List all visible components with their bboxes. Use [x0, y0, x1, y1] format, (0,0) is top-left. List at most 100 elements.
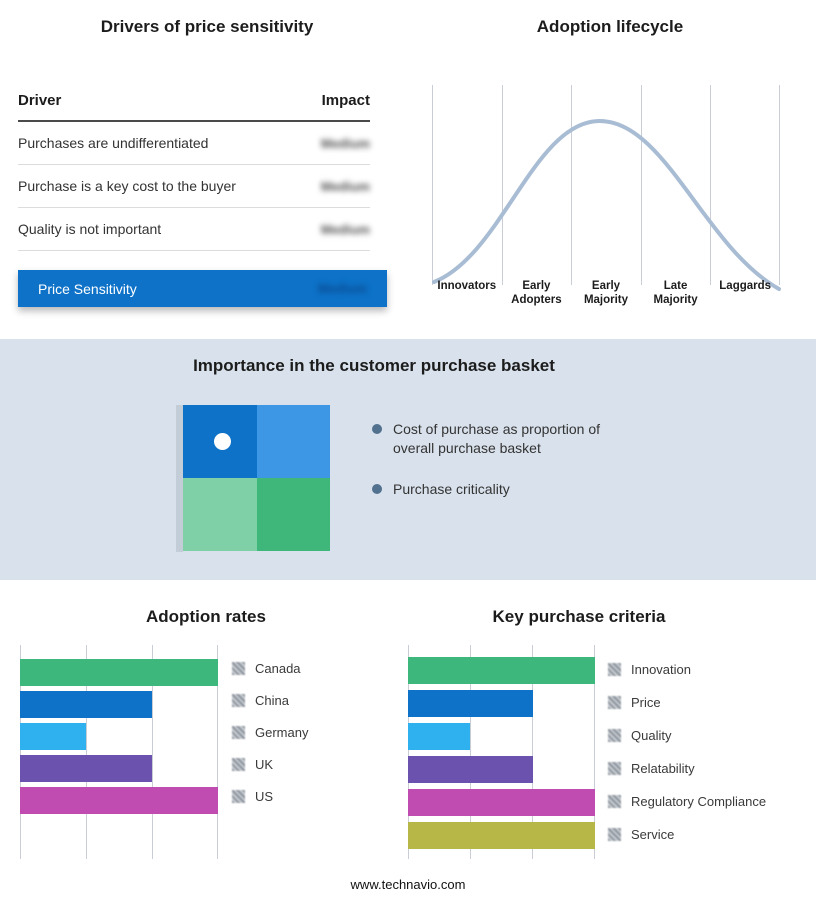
- stage-label-early-adopters: Early Adopters: [511, 280, 562, 306]
- website-url: www.technavio.com: [350, 877, 466, 892]
- gridline: [86, 645, 87, 859]
- bar-price: [408, 690, 533, 717]
- bullet-text: Cost of purchase as proportion of overal…: [393, 421, 601, 456]
- key-purchase-criteria-chart: [408, 645, 595, 859]
- legend-swatch: [608, 828, 621, 841]
- legend-label: US: [255, 789, 274, 804]
- legend-item: Germany: [232, 725, 309, 740]
- legend-swatch: [232, 694, 245, 707]
- lifecycle-stage-labels: Innovators Early Adopters Early Majority…: [432, 280, 780, 308]
- gridline: [594, 645, 595, 859]
- legend-item: Innovation: [608, 662, 766, 677]
- driver-name: Purchases are undifferentiated: [18, 135, 209, 151]
- key-purchase-criteria-bars: [408, 657, 595, 849]
- bullet-icon: [372, 424, 382, 434]
- table-row: Purchases are undifferentiated Medium: [18, 122, 370, 165]
- quadrant-cell-bottom-left: [183, 478, 257, 551]
- purchase-basket-quadrant: [183, 405, 330, 551]
- legend-label: China: [255, 693, 289, 708]
- bar-relatability: [408, 756, 533, 783]
- legend-label: Price: [631, 695, 661, 710]
- gridline: [20, 645, 21, 859]
- legend-label: Quality: [631, 728, 672, 743]
- adoption-rates-bars: [20, 659, 218, 814]
- bar-uk: [20, 755, 152, 782]
- drivers-table: Driver Impact Purchases are undifferenti…: [18, 92, 370, 251]
- driver-impact-value: Medium: [320, 135, 370, 151]
- bullet-icon: [372, 483, 382, 494]
- lifecycle-chart: [432, 85, 781, 291]
- gridline: [532, 645, 533, 859]
- bar-regulatory-compliance: [408, 789, 595, 816]
- legend-swatch: [232, 726, 245, 739]
- legend-item: Relatability: [608, 761, 766, 776]
- adoption-rates-legend: Canada China Germany UK US: [232, 661, 309, 804]
- lifecycle-title: Adoption lifecycle: [536, 17, 684, 36]
- bar-quality: [408, 723, 471, 750]
- stage-label-early-majority: Early Majority: [583, 280, 629, 306]
- bar-canada: [20, 659, 218, 686]
- price-sensitivity-bar: Price Sensitivity Medium: [18, 270, 387, 307]
- bullet-item: Cost of purchase as proportion of overal…: [372, 420, 640, 458]
- price-sensitivity-label: Price Sensitivity: [38, 280, 137, 297]
- basket-title: Importance in the customer purchase bask…: [193, 356, 555, 375]
- driver-impact-value: Medium: [320, 178, 370, 194]
- legend-swatch: [232, 790, 245, 803]
- legend-label: Relatability: [631, 761, 695, 776]
- stage-label-late-majority: Late Majority: [653, 280, 698, 306]
- key-purchase-criteria-legend: Innovation Price Quality Relatability Re…: [608, 662, 767, 842]
- bullet-text: Purchase criticality: [393, 480, 510, 497]
- legend-swatch: [608, 729, 621, 742]
- column-driver: Driver: [18, 92, 62, 109]
- legend-swatch: [608, 696, 621, 709]
- gridline: [470, 645, 471, 859]
- column-impact: Impact: [321, 92, 370, 109]
- adoption-rates-chart: [20, 645, 218, 859]
- legend-swatch: [232, 758, 245, 771]
- driver-name: Quality is not important: [18, 221, 162, 237]
- legend-item: Canada: [232, 661, 308, 676]
- legend-swatch: [608, 762, 621, 775]
- price-sensitivity-value: Medium: [317, 281, 367, 296]
- legend-item: UK: [232, 757, 308, 772]
- purchase-basket-band: [0, 339, 816, 580]
- legend-item: Quality: [608, 728, 766, 743]
- drivers-title: Drivers of price sensitivity: [100, 17, 314, 36]
- legend-swatch: [232, 662, 245, 675]
- bar-innovation: [408, 657, 595, 684]
- gridline: [779, 85, 780, 285]
- legend-item: Service: [608, 827, 766, 842]
- basket-bullet-list: Cost of purchase as proportion of overal…: [372, 420, 640, 521]
- legend-label: Innovation: [631, 662, 691, 677]
- legend-item: China: [232, 693, 308, 708]
- gridline: [432, 85, 433, 285]
- stage-label-innovators: Innovators: [437, 280, 497, 292]
- legend-label: Canada: [255, 661, 301, 676]
- table-row: Quality is not important Medium: [18, 208, 370, 251]
- legend-label: Regulatory Compliance: [631, 794, 767, 809]
- bar-service: [408, 822, 595, 849]
- gridline: [641, 85, 642, 285]
- legend-swatch: [608, 663, 621, 676]
- driver-name: Purchase is a key cost to the buyer: [18, 178, 236, 194]
- position-marker-dot: [214, 433, 231, 450]
- gridline: [571, 85, 572, 285]
- key-purchase-criteria-title: Key purchase criteria: [492, 607, 666, 626]
- legend-item: US: [232, 789, 308, 804]
- legend-label: Service: [631, 827, 675, 842]
- drivers-table-header: Driver Impact: [18, 92, 370, 122]
- quadrant-cell-top-right: [256, 405, 330, 478]
- bar-us: [20, 787, 218, 814]
- gridline: [152, 645, 153, 859]
- bar-china: [20, 691, 152, 718]
- gridline: [710, 85, 711, 285]
- adoption-rates-title: Adoption rates: [146, 607, 266, 626]
- driver-impact-value: Medium: [320, 221, 370, 237]
- quadrant-axis: [176, 405, 183, 552]
- legend-label: Germany: [255, 725, 309, 740]
- gridline: [408, 645, 409, 859]
- bell-curve: [432, 118, 781, 291]
- table-row: Purchase is a key cost to the buyer Medi…: [18, 165, 370, 208]
- bullet-item: Purchase criticality: [372, 480, 640, 499]
